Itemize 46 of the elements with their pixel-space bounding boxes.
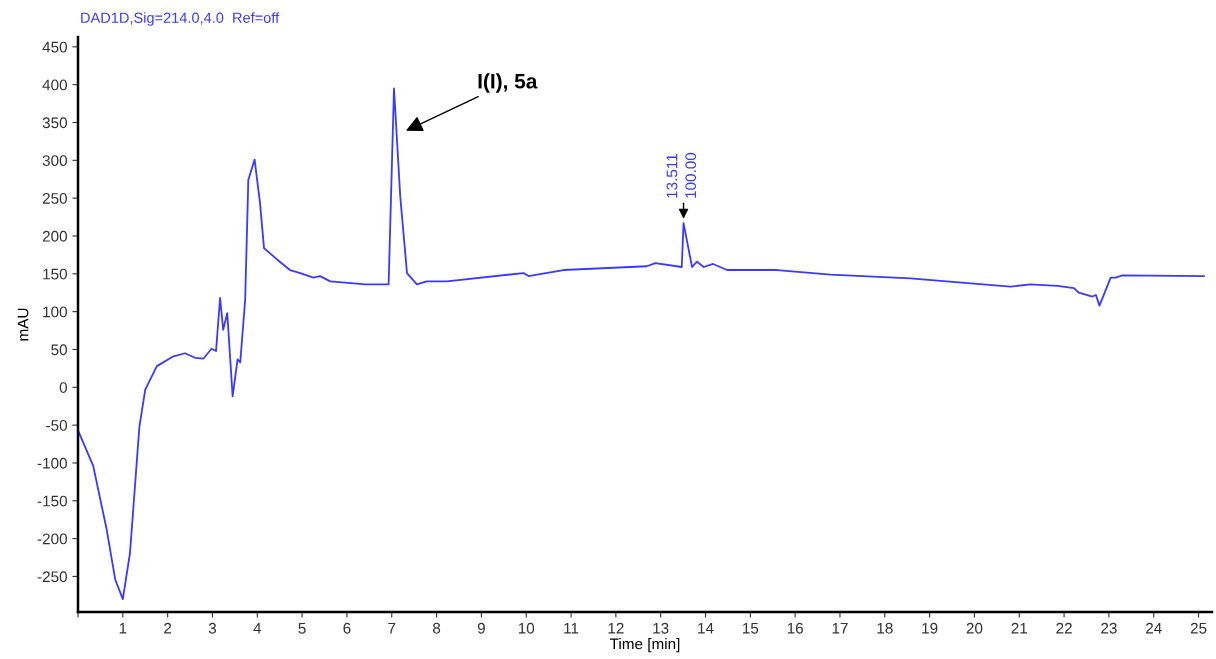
y-tick-label: -150 — [37, 495, 67, 507]
y-axis-title: mAU — [17, 308, 29, 341]
x-tick-label: 7 — [388, 622, 396, 634]
y-tick-label: 150 — [43, 268, 67, 280]
x-tick-label: 19 — [922, 622, 938, 634]
y-tick-label: 100 — [43, 306, 67, 318]
chart-title: DAD1D,Sig=214.0,4.0 Ref=off — [81, 12, 280, 26]
x-tick-label: 9 — [477, 622, 485, 634]
x-tick-label: 13 — [653, 622, 669, 634]
y-tick-label: 300 — [42, 155, 67, 167]
y-tick-label: 50 — [51, 344, 67, 356]
x-tick-label: 6 — [343, 622, 351, 634]
x-tick-label: 1 — [119, 622, 127, 634]
annotation: 100.00 — [685, 152, 697, 198]
y-tick-label: -100 — [37, 457, 67, 469]
x-tick-label: 4 — [253, 622, 262, 634]
y-tick-label: 400 — [42, 79, 67, 91]
y-tick-label: 250 — [42, 193, 67, 204]
x-tick-label: 5 — [298, 622, 306, 634]
x-tick-label: 22 — [1056, 622, 1072, 634]
y-tick-label: 200 — [42, 230, 67, 242]
x-tick-label: 21 — [1011, 622, 1028, 634]
x-tick-label: 20 — [966, 622, 983, 634]
x-tick-label: 3 — [208, 622, 217, 634]
x-tick-label: 8 — [432, 622, 441, 634]
x-tick-label: 25 — [1190, 622, 1207, 634]
x-tick-label: 12 — [608, 622, 624, 634]
x-tick-label: 18 — [877, 622, 893, 634]
x-tick-label: 16 — [787, 622, 803, 634]
y-tick-label: 0 — [59, 382, 67, 393]
x-tick-label: 17 — [832, 622, 848, 634]
x-tick-label: 23 — [1101, 622, 1117, 634]
y-tick-label: -50 — [46, 419, 67, 431]
x-tick-label: 14 — [698, 622, 714, 634]
x-tick-label: 15 — [743, 622, 759, 634]
y-tick-label: -250 — [37, 571, 67, 583]
annotation: 13.511 — [666, 154, 678, 198]
x-axis-title: Time [min] — [609, 638, 680, 653]
x-tick-label: 2 — [164, 622, 172, 634]
annotation: I(I), 5a — [478, 73, 538, 93]
y-tick-label: -200 — [37, 533, 67, 545]
y-tick-label: 350 — [42, 117, 67, 129]
x-tick-label: 11 — [564, 622, 579, 634]
x-tick-label: 10 — [518, 622, 535, 634]
y-tick-label: 450 — [42, 41, 67, 53]
x-tick-label: 24 — [1146, 622, 1162, 634]
